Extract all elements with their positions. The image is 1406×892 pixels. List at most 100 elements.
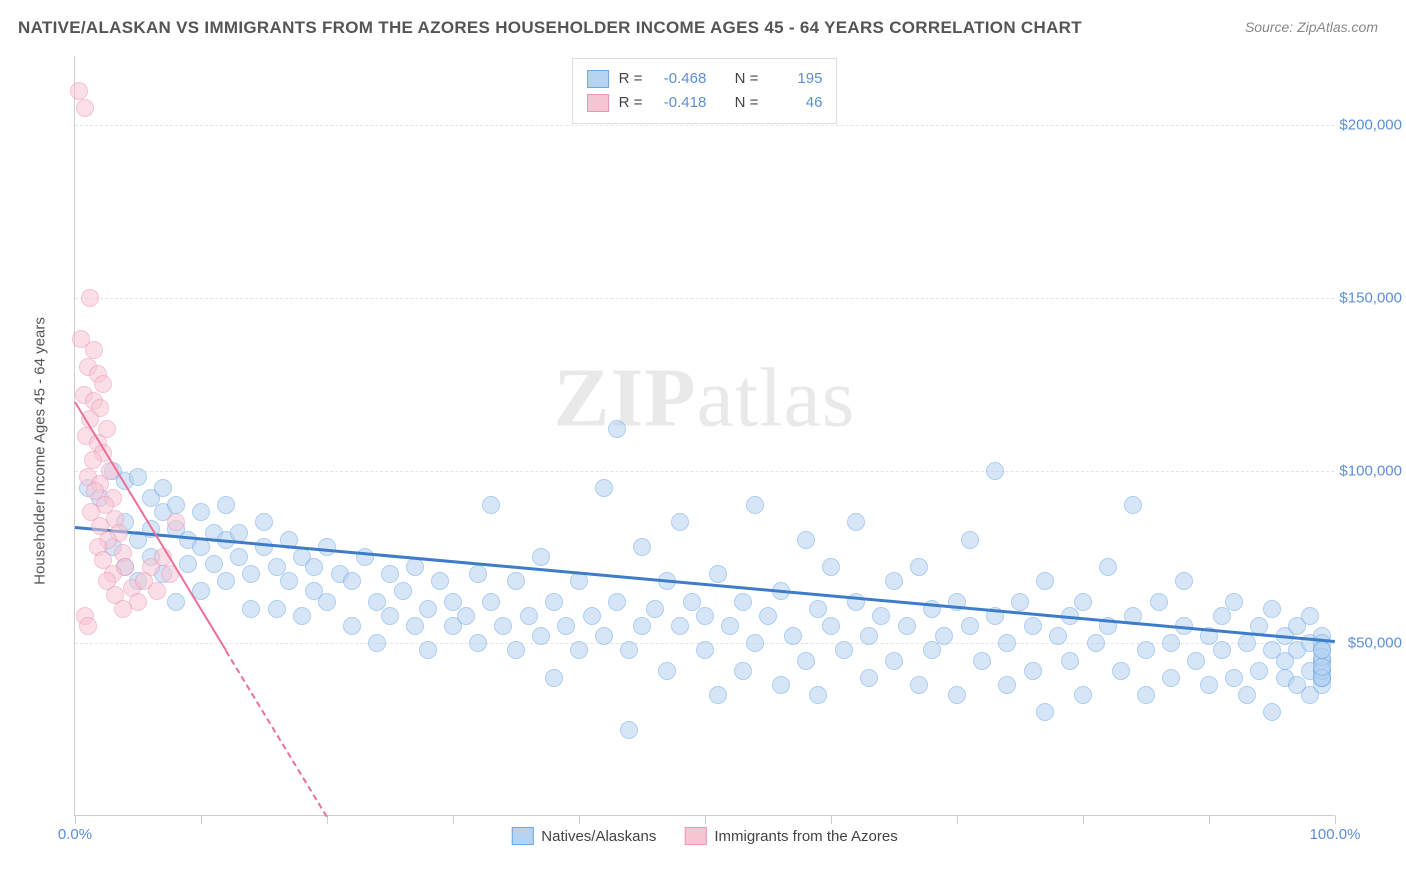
- legend-item: Natives/Alaskans: [511, 827, 656, 845]
- data-point: [595, 479, 613, 497]
- data-point: [1263, 600, 1281, 618]
- gridline: [75, 298, 1334, 299]
- data-point: [1036, 703, 1054, 721]
- x-tick: [75, 815, 76, 824]
- data-point: [746, 496, 764, 514]
- data-point: [507, 572, 525, 590]
- data-point: [79, 617, 97, 635]
- data-point: [570, 641, 588, 659]
- x-tick: [1335, 815, 1336, 824]
- data-point: [910, 676, 928, 694]
- data-point: [809, 600, 827, 618]
- data-point: [94, 375, 112, 393]
- data-point: [343, 617, 361, 635]
- x-tick: [201, 815, 202, 824]
- data-point: [1049, 627, 1067, 645]
- data-point: [1162, 669, 1180, 687]
- legend-swatch: [587, 94, 609, 112]
- data-point: [608, 593, 626, 611]
- source-label: Source:: [1245, 19, 1297, 35]
- n-value: 46: [768, 91, 822, 115]
- data-point: [520, 607, 538, 625]
- data-point: [1250, 662, 1268, 680]
- n-value: 195: [768, 67, 822, 91]
- data-point: [1036, 572, 1054, 590]
- watermark-light: atlas: [697, 351, 856, 444]
- data-point: [1137, 641, 1155, 659]
- data-point: [759, 607, 777, 625]
- data-point: [898, 617, 916, 635]
- data-point: [192, 503, 210, 521]
- data-point: [255, 513, 273, 531]
- data-point: [822, 617, 840, 635]
- data-point: [998, 676, 1016, 694]
- data-point: [1313, 641, 1331, 659]
- r-value: -0.418: [652, 91, 706, 115]
- data-point: [809, 686, 827, 704]
- data-point: [1213, 607, 1231, 625]
- data-point: [318, 538, 336, 556]
- data-point: [230, 548, 248, 566]
- data-point: [381, 607, 399, 625]
- data-point: [1225, 593, 1243, 611]
- r-label: R =: [619, 67, 643, 91]
- x-tick: [957, 815, 958, 824]
- data-point: [1313, 658, 1331, 676]
- data-point: [242, 565, 260, 583]
- data-point: [217, 572, 235, 590]
- data-point: [658, 662, 676, 680]
- legend-label: Natives/Alaskans: [541, 828, 656, 845]
- data-point: [923, 641, 941, 659]
- data-point: [696, 641, 714, 659]
- data-point: [595, 627, 613, 645]
- data-point: [1263, 703, 1281, 721]
- data-point: [242, 600, 260, 618]
- gridline: [75, 471, 1334, 472]
- data-point: [1175, 572, 1193, 590]
- data-point: [1301, 607, 1319, 625]
- data-point: [835, 641, 853, 659]
- y-tick-label: $50,000: [1348, 635, 1402, 652]
- data-point: [633, 617, 651, 635]
- x-tick-label: 100.0%: [1310, 826, 1361, 843]
- data-point: [608, 420, 626, 438]
- data-point: [872, 607, 890, 625]
- trend-line: [75, 526, 1335, 643]
- data-point: [167, 496, 185, 514]
- trend-line: [225, 651, 328, 818]
- source-value: ZipAtlas.com: [1297, 19, 1378, 35]
- data-point: [545, 669, 563, 687]
- gridline: [75, 125, 1334, 126]
- data-point: [356, 548, 374, 566]
- y-axis-title: Householder Income Ages 45 - 64 years: [32, 317, 49, 585]
- data-point: [1112, 662, 1130, 680]
- x-tick: [705, 815, 706, 824]
- r-value: -0.468: [652, 67, 706, 91]
- data-point: [305, 558, 323, 576]
- data-point: [1238, 634, 1256, 652]
- data-point: [394, 582, 412, 600]
- legend-stats-box: R = -0.468 N = 195R = -0.418 N = 46: [572, 58, 838, 124]
- data-point: [84, 451, 102, 469]
- data-point: [179, 555, 197, 573]
- data-point: [822, 558, 840, 576]
- data-point: [1074, 686, 1092, 704]
- plot-area: ZIPatlas R = -0.468 N = 195R = -0.418 N …: [74, 56, 1334, 816]
- data-point: [1238, 686, 1256, 704]
- x-tick: [453, 815, 454, 824]
- data-point: [961, 617, 979, 635]
- x-tick: [831, 815, 832, 824]
- r-label: R =: [619, 91, 643, 115]
- data-point: [797, 531, 815, 549]
- data-point: [1011, 593, 1029, 611]
- data-point: [494, 617, 512, 635]
- data-point: [457, 607, 475, 625]
- data-point: [1024, 617, 1042, 635]
- data-point: [1200, 676, 1218, 694]
- data-point: [696, 607, 714, 625]
- data-point: [532, 548, 550, 566]
- data-point: [1024, 662, 1042, 680]
- x-tick-label: 0.0%: [58, 826, 92, 843]
- data-point: [620, 641, 638, 659]
- n-label: N =: [735, 91, 759, 115]
